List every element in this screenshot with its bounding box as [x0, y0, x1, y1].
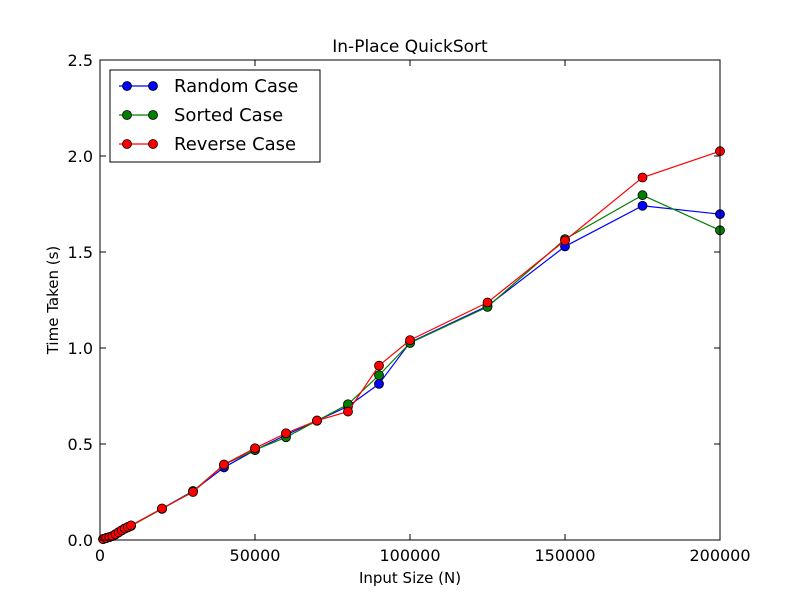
data-point-reverse-case [374, 360, 384, 371]
data-point-random-case [374, 379, 384, 389]
legend-marker-reverse-case [122, 139, 132, 149]
y-tick-label: 2.0 [68, 147, 93, 166]
data-point-random-case [637, 200, 648, 211]
axis-ticks: 0 50000 100000 150000 200000 0.0 0.5 1.0 1.5 2.0 2… [68, 51, 751, 565]
data-point-sorted-case [637, 190, 648, 201]
data-point-reverse-case [560, 235, 570, 246]
y-axis-label: Time Taken (s) [44, 246, 62, 356]
data-point-reverse-case [126, 520, 136, 531]
y-tick-label: 0.5 [68, 435, 93, 454]
x-tick-label: 0 [95, 546, 105, 565]
legend-label-sorted-case: Sorted Case [174, 105, 283, 126]
chart-title: In-Place QuickSort [332, 37, 488, 57]
y-tick-label: 2.5 [68, 51, 93, 70]
data-point-reverse-case [482, 297, 493, 308]
legend-marker-random-case [122, 81, 132, 91]
y-tick-label: 1.5 [68, 243, 93, 262]
plot-area-frame [99, 59, 721, 541]
data-point-reverse-case [219, 459, 229, 470]
legend-label-reverse-case: Reverse Case [174, 134, 296, 155]
y-tick-label: 0.0 [68, 531, 93, 550]
data-point-reverse-case [312, 415, 322, 426]
legend-label-random-case: Random Case [174, 76, 298, 97]
x-tick-label: 200000 [689, 546, 750, 565]
legend: Random Case Sorted Case Reverse Case [109, 69, 321, 163]
x-tick-label: 100000 [379, 546, 440, 565]
legend-marker-sorted-case [122, 110, 132, 120]
legend-marker-random-case [148, 81, 158, 91]
data-point-reverse-case [250, 443, 260, 454]
data-point-reverse-case [157, 503, 167, 514]
x-tick-label: 150000 [534, 546, 595, 565]
plot-series [98, 146, 725, 544]
legend-marker-reverse-case [148, 139, 158, 149]
data-point-reverse-case [343, 406, 353, 417]
y-tick-label: 1.0 [68, 339, 93, 358]
data-point-reverse-case [637, 172, 648, 183]
data-point-reverse-case [188, 487, 198, 497]
x-axis-label: Input Size (N) [359, 569, 461, 587]
data-point-reverse-case [405, 335, 415, 346]
legend-box [109, 69, 321, 163]
data-point-reverse-case [281, 428, 291, 439]
legend-marker-sorted-case [148, 110, 158, 120]
data-point-sorted-case [374, 370, 384, 381]
x-tick-label: 50000 [230, 546, 281, 565]
